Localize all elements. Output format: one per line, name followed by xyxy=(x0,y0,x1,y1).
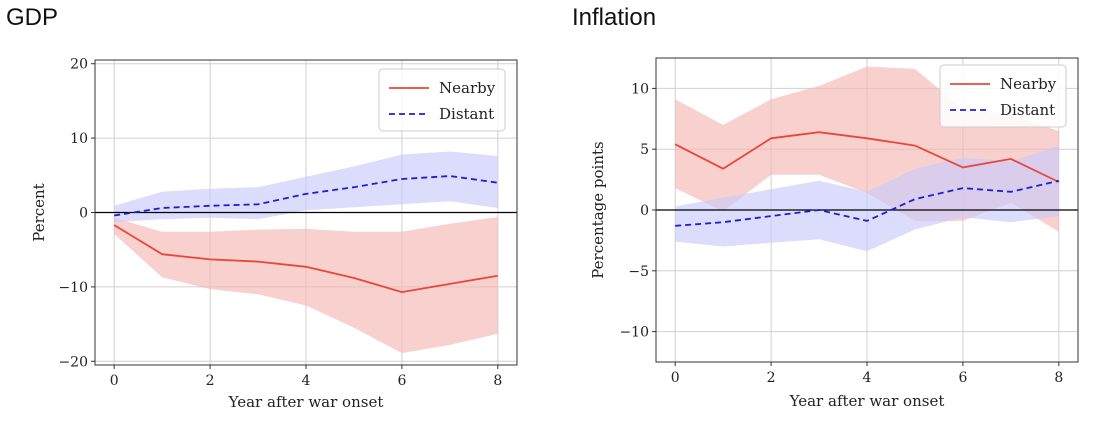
inflation-legend-label-distant: Distant xyxy=(1000,101,1055,119)
inflation-legend-label-nearby: Nearby xyxy=(1000,75,1057,93)
gdp-xtick-label: 4 xyxy=(302,373,311,389)
gdp-legend-label-nearby: Nearby xyxy=(439,79,496,97)
inflation-plot: 0 2 4 6 8 −10 −5 0 5 10 Year after war onset Percen… xyxy=(589,57,1079,410)
inflation-ytick-label: −5 xyxy=(628,264,649,280)
inflation-xtick-label: 2 xyxy=(767,370,776,386)
gdp-yaxis-label: Percent xyxy=(30,183,48,241)
gdp-ytick-label: −10 xyxy=(58,280,88,296)
gdp-xaxis-label: Year after war onset xyxy=(228,393,384,411)
inflation-ytick-label: 5 xyxy=(640,142,649,158)
gdp-ytick-label: 20 xyxy=(70,57,88,73)
gdp-chart-title: GDP xyxy=(6,4,59,31)
gdp-band-nearby xyxy=(114,217,498,354)
gdp-xtick-label: 2 xyxy=(206,373,215,389)
inflation-xtick-label: 8 xyxy=(1054,370,1063,386)
gdp-line-nearby xyxy=(113,224,498,294)
inflation-legend-box xyxy=(939,64,1067,128)
gdp-legend-label-distant: Distant xyxy=(439,105,494,123)
gdp-xtick-label: 6 xyxy=(397,373,406,389)
gdp-ytick-label: −20 xyxy=(58,354,88,370)
gdp-ytick-label: 0 xyxy=(79,206,88,222)
inflation-chart-title: Inflation xyxy=(572,4,657,31)
inflation-xtick-label: 4 xyxy=(863,370,872,386)
inflation-xtick-label: 0 xyxy=(671,370,680,386)
inflation-ytick-label: 0 xyxy=(640,203,649,219)
inflation-legend: Nearby Distant xyxy=(939,64,1067,128)
inflation-line-distant xyxy=(675,179,1060,227)
inflation-xtick-label: 6 xyxy=(958,370,967,386)
inflation-xaxis-label: Year after war onset xyxy=(789,392,945,410)
gdp-line-distant xyxy=(114,175,498,217)
gdp-ytick-label: 10 xyxy=(70,131,88,147)
gdp-legend: Nearby Distant xyxy=(378,68,506,132)
inflation-ytick-label: 10 xyxy=(631,81,649,97)
gdp-plot: 0 2 4 6 8 −20 −10 0 10 20 Year after war onset Perc… xyxy=(30,57,518,411)
inflation-ytick-label: −10 xyxy=(619,325,649,341)
inflation-band-distant xyxy=(675,145,1059,252)
inflation-line-nearby xyxy=(674,131,1060,183)
gdp-xtick-label: 0 xyxy=(110,373,119,389)
inflation-yaxis-label: Percentage points xyxy=(589,141,607,278)
gdp-legend-box xyxy=(378,68,506,132)
gdp-xtick-label: 8 xyxy=(493,373,502,389)
gdp-band-distant xyxy=(114,151,498,223)
